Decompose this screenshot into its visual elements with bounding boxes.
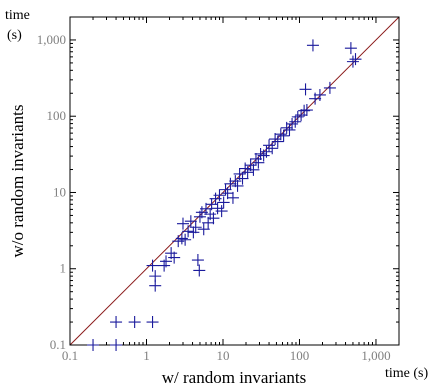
data-point (146, 316, 159, 329)
data-point (231, 179, 244, 192)
data-point (187, 226, 200, 239)
data-point (266, 142, 279, 155)
data-point (207, 212, 220, 225)
data-point (252, 156, 265, 169)
data-point (346, 55, 359, 68)
y-tick-label: 100 (47, 108, 67, 123)
plot-frame (69, 16, 400, 346)
data-point (146, 259, 159, 272)
data-point (263, 139, 276, 152)
tick-labels: 0.1 1 10 100 1,000 0.1 1 10 100 1,000 (37, 32, 391, 363)
data-point (221, 187, 234, 200)
data-point (236, 172, 249, 185)
data-point (283, 123, 296, 136)
data-point (193, 264, 206, 277)
data-point (217, 196, 230, 209)
data-point (254, 147, 267, 160)
y-unit-label-line1: time (5, 8, 30, 23)
data-point (172, 235, 185, 248)
x-unit-label: time (s) (385, 366, 428, 381)
data-point (306, 39, 319, 52)
data-point (323, 81, 336, 94)
data-point (175, 232, 188, 245)
data-point (247, 163, 260, 176)
x-tick-label: 10 (216, 348, 229, 363)
data-point (313, 88, 326, 101)
data-point (269, 133, 282, 146)
data-point (298, 104, 311, 117)
x-axis-title: w/ random invariants (162, 368, 306, 387)
data-point (349, 53, 362, 66)
data-point (110, 316, 123, 329)
x-tick-label: 0.1 (62, 348, 78, 363)
y-unit-label-line2: (s) (7, 28, 22, 43)
x-tick-label: 100 (290, 348, 310, 363)
data-point (128, 316, 141, 329)
data-points (87, 39, 362, 351)
data-point (87, 339, 100, 351)
data-point (286, 117, 299, 130)
data-point (226, 191, 239, 204)
data-point (213, 189, 226, 202)
data-point (202, 216, 215, 229)
data-point (215, 205, 228, 218)
data-point (300, 104, 313, 117)
y-tick-label: 1 (60, 261, 67, 276)
data-point (274, 128, 287, 141)
data-point (289, 115, 302, 128)
y-axis-title: w/o random invariants (8, 105, 27, 258)
y-tick-label: 10 (53, 184, 66, 199)
data-point (241, 166, 254, 179)
data-point (184, 215, 197, 228)
data-point (271, 135, 284, 148)
data-point (229, 175, 242, 188)
data-point (149, 279, 162, 292)
y-tick-label: 1,000 (37, 32, 66, 47)
x-tick-label: 1,000 (361, 348, 390, 363)
data-point (176, 217, 189, 230)
data-point (189, 221, 202, 234)
data-point (233, 167, 246, 180)
x-tick-label: 1 (143, 348, 150, 363)
axis-ticks (69, 16, 400, 346)
y-tick-label: 0.1 (50, 337, 66, 352)
data-point (110, 339, 123, 351)
data-point (160, 255, 173, 268)
data-point (197, 223, 210, 236)
data-point (224, 177, 237, 190)
data-point (277, 129, 290, 142)
data-point (182, 225, 195, 238)
data-point (299, 83, 312, 96)
data-point (168, 251, 181, 264)
data-point (244, 159, 257, 172)
data-point (344, 42, 357, 55)
data-point (191, 254, 204, 267)
data-point (179, 233, 192, 246)
data-point (291, 110, 304, 123)
